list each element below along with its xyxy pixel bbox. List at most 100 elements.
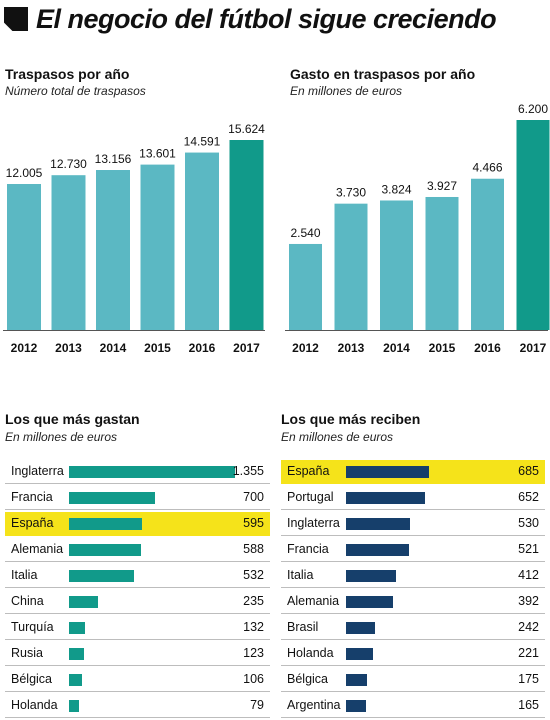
bar-Inglaterra	[346, 518, 411, 530]
bar-Alemania	[346, 596, 394, 608]
bar-2013	[51, 175, 86, 330]
bar-2016	[185, 152, 219, 330]
bar-Holanda	[346, 648, 373, 660]
x-tick-label: 2013	[338, 341, 365, 355]
chart3-subtitle: En millones de euros	[5, 430, 118, 444]
bar-2015	[140, 164, 175, 330]
country-label: España	[287, 464, 330, 478]
x-tick-label: 2014	[383, 341, 410, 355]
country-label: Brasil	[287, 620, 319, 634]
x-tick-label: 2013	[55, 341, 82, 355]
bar-2016	[471, 178, 504, 330]
data-label: 13.601	[139, 147, 176, 161]
x-tick-label: 2012	[292, 341, 319, 355]
bar-Italia	[69, 570, 135, 582]
chart2-subtitle: En millones de euros	[290, 84, 403, 98]
row-Rusia: Rusia 123	[5, 642, 270, 666]
bar-Alemania	[69, 544, 142, 556]
x-tick-label: 2012	[11, 341, 38, 355]
bar-Bélgica	[346, 674, 368, 686]
bar-Brasil	[346, 622, 376, 634]
value-label: 79	[250, 698, 264, 712]
bar-China	[69, 596, 98, 608]
row-Bélgica: Bélgica 175	[281, 668, 545, 692]
row-Inglaterra: Inglaterra 530	[281, 512, 545, 536]
x-tick-label: 2014	[100, 341, 127, 355]
data-label: 3.927	[427, 179, 457, 193]
row-Italia: Italia 532	[5, 564, 270, 588]
value-label: 1.355	[232, 464, 264, 478]
value-label: 595	[243, 516, 264, 530]
bar-Turquía	[69, 622, 86, 634]
data-label: 12.730	[50, 157, 87, 171]
top-receivers-chart: España 685 Portugal 652 Inglaterra 530 Francia…	[281, 460, 545, 720]
country-label: Argentina	[287, 698, 341, 712]
value-label: 412	[518, 568, 539, 582]
transfers-spend-chart: 2.540 2012 3.730 2013 3.824 2014 3.927 2015 4.46…	[285, 102, 550, 355]
row-España: España 685	[281, 460, 545, 484]
value-label: 242	[518, 620, 539, 634]
row-Italia: Italia 412	[281, 564, 545, 588]
row-Alemania: Alemania 392	[281, 590, 545, 614]
country-label: Francia	[287, 542, 329, 556]
value-label: 588	[243, 542, 264, 556]
country-label: Italia	[287, 568, 314, 582]
country-label: Bélgica	[287, 672, 328, 686]
x-tick-label: 2015	[429, 341, 456, 355]
country-label: Inglaterra	[11, 464, 64, 478]
bar-Inglaterra	[69, 466, 235, 478]
row-Holanda: Holanda 79	[5, 694, 270, 718]
bar-2012	[7, 184, 41, 330]
bar-España	[69, 518, 142, 530]
bar-Bélgica	[69, 674, 82, 686]
bar-Portugal	[346, 492, 425, 504]
value-label: 652	[518, 490, 539, 504]
row-Holanda: Holanda 221	[281, 642, 545, 666]
bar-Francia	[346, 544, 410, 556]
chart4-subtitle: En millones de euros	[281, 430, 394, 444]
row-España: España 595	[5, 512, 270, 536]
row-Francia: Francia 700	[5, 486, 270, 510]
value-label: 532	[243, 568, 264, 582]
bar-Holanda	[69, 700, 79, 712]
bar-2012	[289, 243, 322, 330]
row-Argentina: Argentina 165	[281, 694, 545, 718]
x-tick-label: 2015	[144, 341, 171, 355]
x-tick-label: 2016	[474, 341, 501, 355]
chart4-title: Los que más reciben	[281, 411, 421, 427]
country-label: Alemania	[11, 542, 64, 556]
value-label: 106	[243, 672, 264, 686]
bar-2014	[380, 200, 413, 330]
value-label: 521	[518, 542, 539, 556]
row-Brasil: Brasil 242	[281, 616, 545, 640]
value-label: 392	[518, 594, 539, 608]
value-label: 685	[518, 464, 539, 478]
value-label: 700	[243, 490, 264, 504]
data-label: 13.156	[95, 152, 132, 166]
row-Francia: Francia 521	[281, 538, 545, 562]
bar-2014	[96, 170, 130, 330]
row-China: China 235	[5, 590, 270, 614]
chart2-title: Gasto en traspasos por año	[290, 66, 476, 82]
bar-España	[346, 466, 429, 478]
value-label: 132	[243, 620, 264, 634]
bar-2017	[516, 120, 550, 330]
data-label: 14.591	[184, 135, 221, 149]
data-label: 3.730	[336, 186, 366, 200]
headline-title: El negocio del fútbol sigue creciendo	[36, 3, 497, 34]
value-label: 530	[518, 516, 539, 530]
data-label: 12.005	[6, 166, 43, 180]
x-tick-label: 2017	[520, 341, 547, 355]
data-label: 6.200	[518, 102, 548, 116]
country-label: Alemania	[287, 594, 340, 608]
country-label: España	[11, 516, 54, 530]
data-label: 4.466	[472, 161, 502, 175]
country-label: Turquía	[11, 620, 54, 634]
country-label: China	[11, 594, 44, 608]
country-label: Inglaterra	[287, 516, 340, 530]
row-Turquía: Turquía 132	[5, 616, 270, 640]
data-label: 15.624	[228, 122, 265, 136]
chart1-subtitle: Número total de traspasos	[5, 84, 146, 98]
country-label: Holanda	[287, 646, 334, 660]
country-label: Italia	[11, 568, 38, 582]
